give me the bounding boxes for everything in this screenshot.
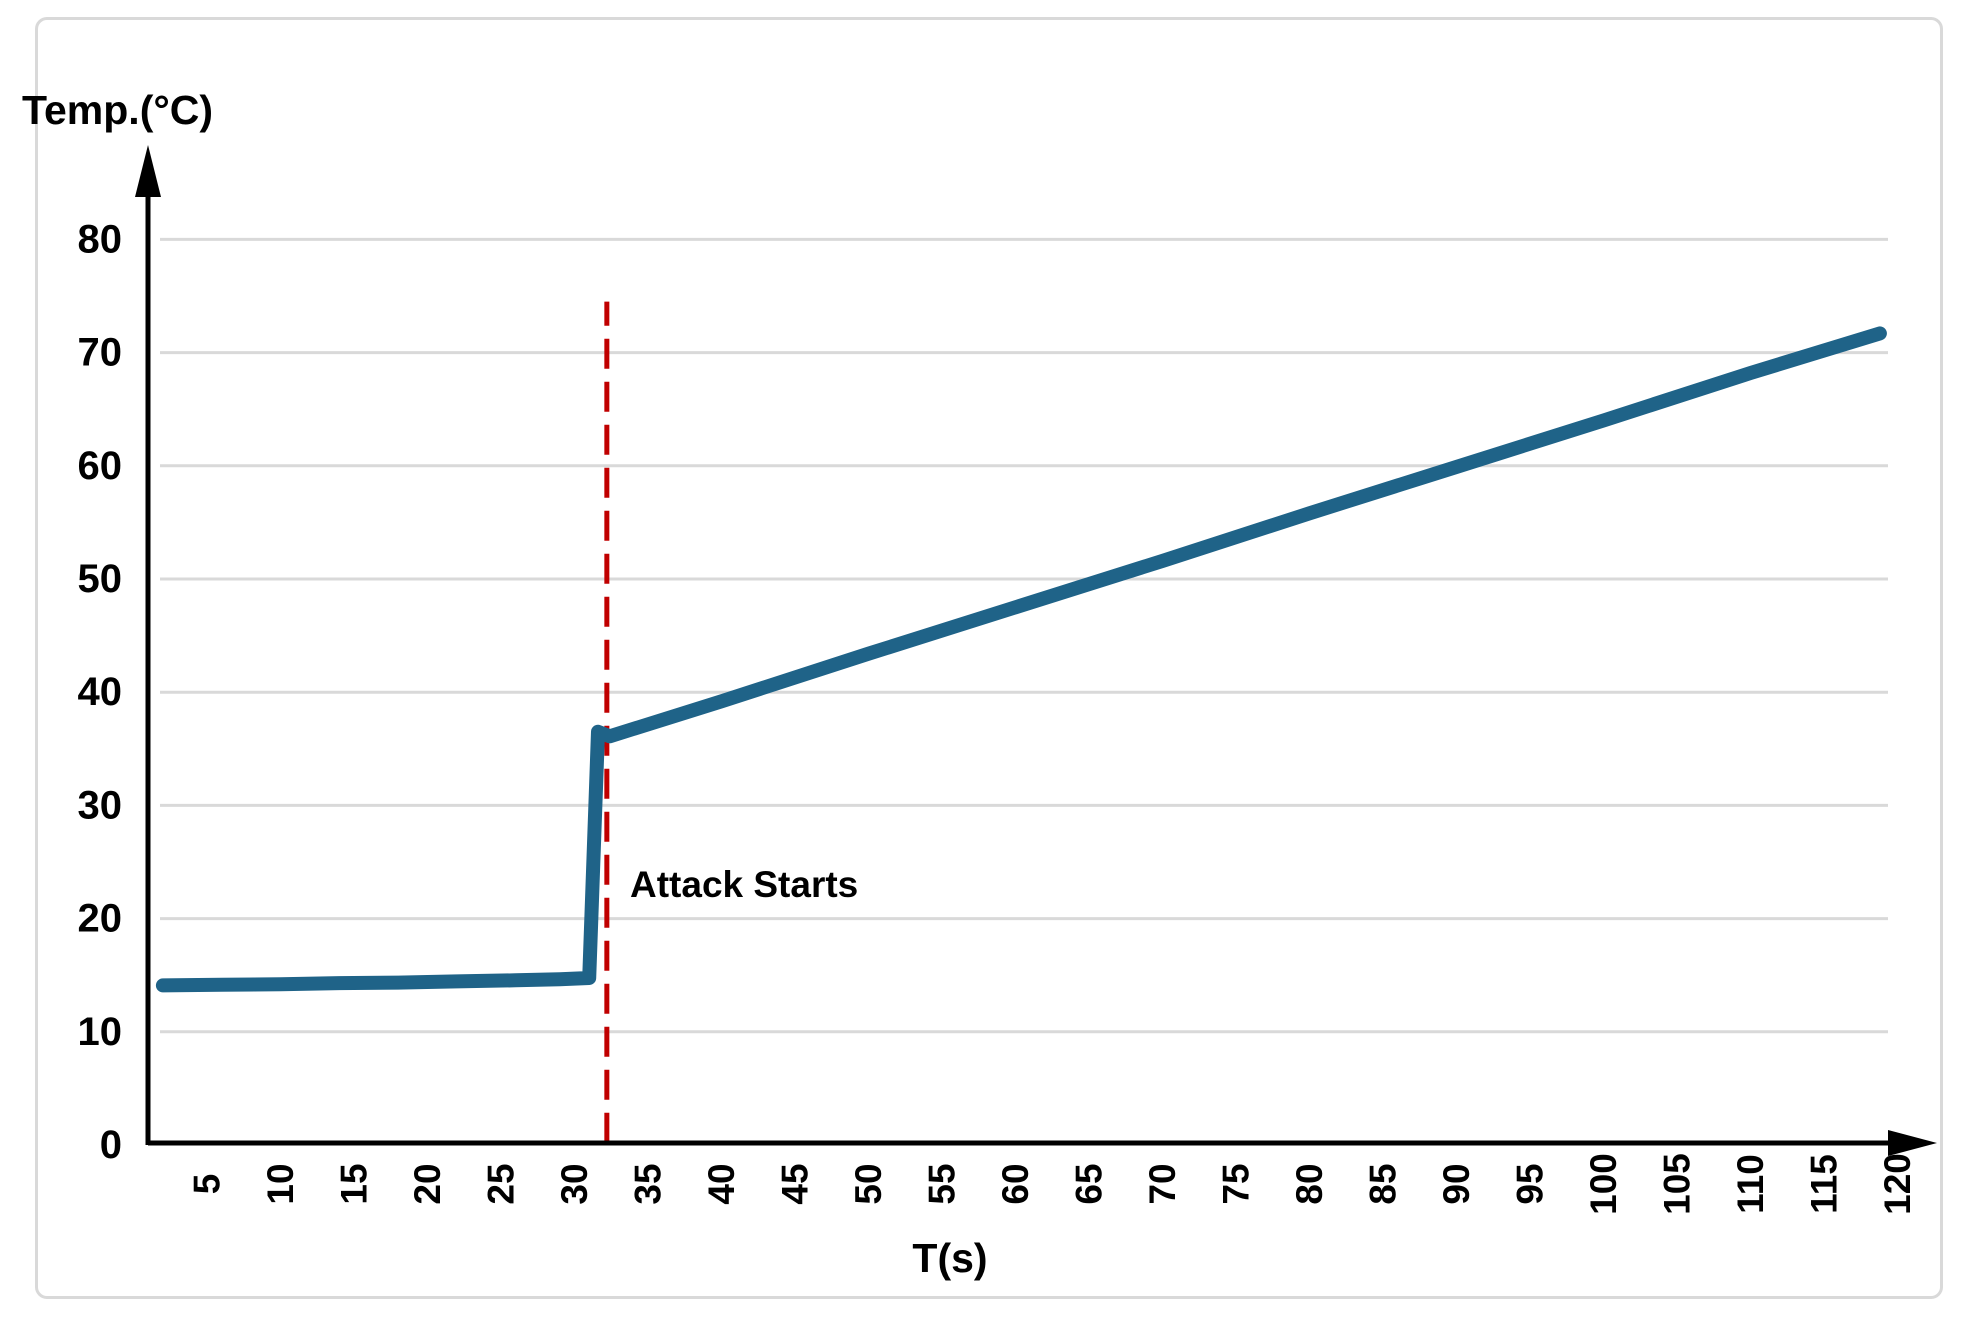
x-tick-label-45: 45 (775, 1163, 816, 1204)
x-tick-label-5: 5 (187, 1174, 228, 1195)
series-line-temperature (155, 326, 1887, 993)
y-tick-label-10: 10 (78, 1010, 123, 1054)
x-tick-label-70: 70 (1142, 1163, 1183, 1204)
x-tick-label-95: 95 (1510, 1163, 1551, 1204)
x-tick-label-35: 35 (628, 1163, 669, 1204)
y-tick-label-0: 0 (100, 1123, 122, 1167)
x-tick-label-85: 85 (1363, 1163, 1404, 1204)
y-tick-label-60: 60 (78, 444, 123, 488)
x-tick-label-25: 25 (481, 1163, 522, 1204)
x-tick-label-120: 120 (1877, 1153, 1918, 1215)
x-tick-label-10: 10 (260, 1163, 301, 1204)
y-tick-label-70: 70 (78, 331, 123, 375)
x-tick-label-110: 110 (1730, 1154, 1771, 1214)
x-tick-label-115: 115 (1804, 1154, 1845, 1214)
x-tick-label-40: 40 (701, 1163, 742, 1204)
x-tick-label-15: 15 (334, 1163, 375, 1204)
y-tick-label-50: 50 (78, 557, 123, 601)
x-tick-label-20: 20 (407, 1163, 448, 1204)
y-tick-label-40: 40 (78, 670, 123, 714)
x-tick-label-30: 30 (554, 1163, 595, 1204)
x-tick-label-80: 80 (1289, 1163, 1330, 1204)
y-axis-title: Temp.(°C) (22, 87, 214, 133)
x-tick-label-90: 90 (1436, 1163, 1477, 1204)
chart-frame (35, 17, 1943, 1299)
x-tick-label-65: 65 (1069, 1163, 1110, 1204)
x-tick-label-50: 50 (848, 1163, 889, 1204)
x-tick-label-105: 105 (1657, 1153, 1698, 1215)
y-tick-label-80: 80 (78, 217, 123, 261)
x-axis-title: T(s) (912, 1235, 988, 1281)
attack-starts-annotation: Attack Starts (630, 864, 859, 905)
y-tick-label-20: 20 (78, 897, 123, 941)
y-axis-arrow-icon (135, 145, 161, 197)
x-tick-label-75: 75 (1216, 1163, 1257, 1204)
x-axis-arrow-icon (1888, 1130, 1937, 1156)
x-tick-label-55: 55 (922, 1163, 963, 1204)
x-tick-label-100: 100 (1583, 1153, 1624, 1215)
x-tick-label-60: 60 (995, 1163, 1036, 1204)
y-tick-label-30: 30 (78, 783, 123, 827)
